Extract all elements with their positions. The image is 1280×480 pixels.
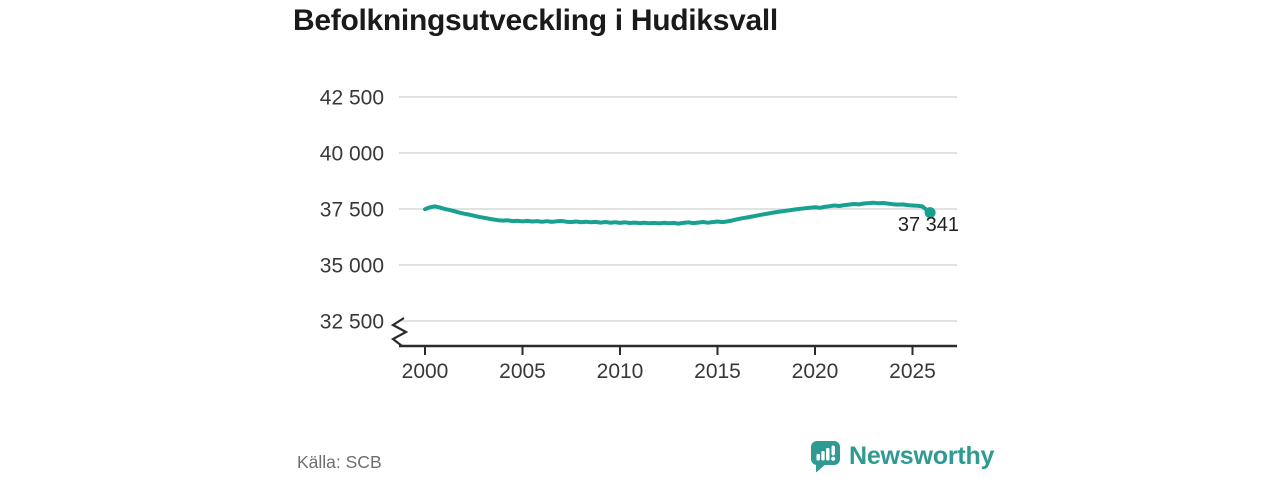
x-tick-label: 2010 <box>597 360 644 383</box>
y-tick-label: 42 500 <box>320 87 384 110</box>
last-point-marker <box>924 207 936 219</box>
newsworthy-wordmark: Newsworthy <box>849 442 995 470</box>
last-value-label: 37 341 <box>898 214 959 236</box>
chart-title: Befolkningsutveckling i Hudiksvall <box>293 4 778 37</box>
x-axis: 2000 2005 2010 2015 2020 2025 <box>390 317 957 383</box>
y-tick-label: 35 000 <box>320 255 384 278</box>
x-tick-label: 2000 <box>402 360 449 383</box>
y-axis-break-icon <box>390 317 409 347</box>
newsworthy-logo[interactable]: Newsworthy <box>810 440 994 473</box>
x-tick-label: 2020 <box>792 360 839 383</box>
y-tick-label: 37 500 <box>320 199 384 222</box>
y-tick-label: 32 500 <box>320 311 384 334</box>
newsworthy-bubble-chart-icon <box>811 441 840 473</box>
y-tick-label: 40 000 <box>320 143 384 166</box>
x-tick-label: 2015 <box>694 360 741 383</box>
source-label: Källa: SCB <box>297 452 382 472</box>
y-axis-labels: 32 500 35 000 37 500 40 000 42 500 <box>320 87 384 334</box>
gridlines <box>399 96 957 322</box>
x-tick-label: 2025 <box>889 360 936 383</box>
x-tick-label: 2005 <box>499 360 546 383</box>
population-line <box>423 200 933 226</box>
